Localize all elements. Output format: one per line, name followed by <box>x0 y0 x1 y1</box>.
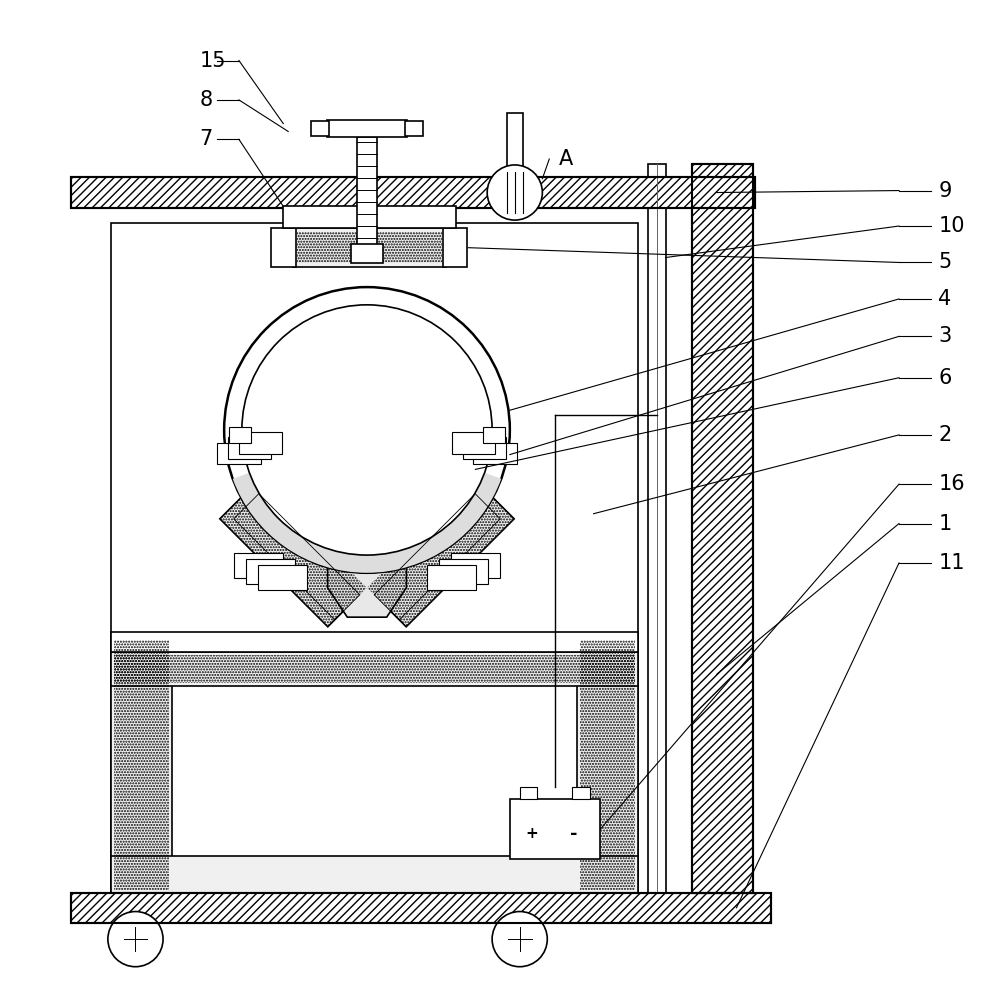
Bar <box>111 652 638 686</box>
Bar <box>283 206 456 228</box>
Bar <box>114 640 169 890</box>
Bar <box>580 640 635 890</box>
Bar <box>297 232 442 264</box>
Text: +: + <box>525 826 538 842</box>
Bar <box>463 438 506 459</box>
Text: 15: 15 <box>200 50 226 70</box>
Bar <box>234 553 283 578</box>
Text: -: - <box>570 825 578 843</box>
Bar <box>111 637 172 893</box>
Bar <box>111 856 638 893</box>
Text: 2: 2 <box>938 425 952 445</box>
Bar <box>71 893 771 923</box>
Text: 9: 9 <box>938 181 952 201</box>
Bar <box>111 223 638 893</box>
Bar <box>452 432 495 453</box>
Bar <box>692 164 753 893</box>
Text: 5: 5 <box>938 253 952 273</box>
Bar <box>229 427 251 443</box>
Text: 1: 1 <box>938 514 952 534</box>
Bar <box>217 443 261 464</box>
Bar <box>520 786 537 799</box>
Circle shape <box>224 288 510 573</box>
Polygon shape <box>220 480 367 626</box>
Polygon shape <box>328 558 406 618</box>
Bar <box>71 177 755 208</box>
Bar <box>246 559 295 584</box>
Bar <box>510 799 600 859</box>
Text: 7: 7 <box>200 129 213 149</box>
Bar <box>71 893 771 923</box>
Bar <box>239 432 282 453</box>
Text: 11: 11 <box>938 553 965 573</box>
Bar <box>327 120 407 137</box>
Polygon shape <box>367 480 514 626</box>
Circle shape <box>487 165 542 220</box>
Text: A: A <box>559 149 573 169</box>
Text: 8: 8 <box>200 90 213 110</box>
Bar <box>577 637 638 893</box>
Text: 16: 16 <box>938 474 965 494</box>
Bar <box>483 427 505 443</box>
Bar <box>572 786 590 799</box>
Bar <box>114 655 635 683</box>
Circle shape <box>492 912 547 966</box>
Bar <box>228 438 271 459</box>
Bar <box>692 164 753 893</box>
Text: 4: 4 <box>938 288 952 309</box>
Bar <box>71 177 755 208</box>
Wedge shape <box>233 472 501 573</box>
Bar <box>507 113 523 177</box>
Bar <box>405 121 423 136</box>
Bar <box>443 228 467 268</box>
Bar <box>293 228 446 268</box>
Bar <box>473 443 517 464</box>
Circle shape <box>108 912 163 966</box>
Bar <box>439 559 488 584</box>
Bar <box>427 565 476 590</box>
Bar <box>258 565 307 590</box>
Bar <box>451 553 500 578</box>
Bar <box>357 137 377 246</box>
Bar <box>271 228 296 268</box>
Bar <box>111 632 638 652</box>
Bar <box>648 164 666 893</box>
Text: 10: 10 <box>938 216 965 236</box>
Text: 6: 6 <box>938 368 952 387</box>
Bar <box>311 121 329 136</box>
Bar <box>351 244 383 264</box>
Text: 3: 3 <box>938 326 952 347</box>
